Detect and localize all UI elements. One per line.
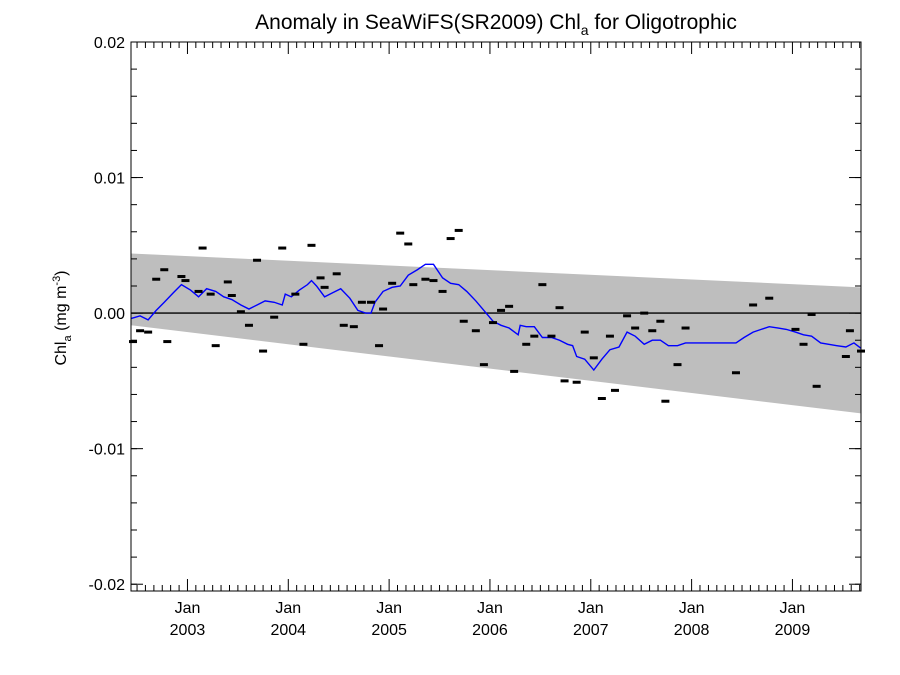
x-tick-month-1: Jan <box>275 600 301 617</box>
chart-title-prefix: Anomaly in SeaWiFS(SR2009) Chl <box>255 11 581 34</box>
y-axis-label-subscript: a <box>62 335 74 342</box>
chart-title: Anomaly in SeaWiFS(SR2009) Chla for Olig… <box>255 11 737 38</box>
x-tick-year-5: 2008 <box>674 622 710 639</box>
x-tick-month-3: Jan <box>477 600 503 617</box>
y-tick-label-4: -0.02 <box>89 577 126 594</box>
x-tick-year-6: 2009 <box>775 622 811 639</box>
plot-frame <box>130 41 862 592</box>
y-axis-label-prefix: Chl <box>53 342 70 366</box>
x-tick-year-1: 2004 <box>270 622 306 639</box>
x-tick-year-4: 2007 <box>573 622 609 639</box>
x-tick-month-5: Jan <box>679 600 705 617</box>
uncertainty-band <box>131 253 861 414</box>
x-tick-month-6: Jan <box>780 600 806 617</box>
y-axis-label-superscript: -3 <box>51 276 63 286</box>
y-axis-label-middle: (mg m <box>53 286 70 336</box>
y-tick-label-3: -0.01 <box>89 442 126 459</box>
x-tick-month-2: Jan <box>376 600 402 617</box>
anomaly-line <box>130 263 862 372</box>
y-tick-label-0: 0.02 <box>94 35 125 52</box>
y-axis-label: Chla (mg m-3) <box>51 270 74 365</box>
y-tick-label-2: 0.00 <box>94 306 125 323</box>
x-tick-month-0: Jan <box>175 600 201 617</box>
plot-area: 0.02 0.01 0.00 -0.01 -0.02 Jan 2003 Jan 2004 Jan 2… <box>89 35 865 639</box>
y-axis-label-suffix: ) <box>53 270 70 275</box>
x-tick-year-0: 2003 <box>170 622 206 639</box>
x-tick-month-4: Jan <box>578 600 604 617</box>
chart-title-suffix: for Oligotrophic <box>589 11 737 34</box>
x-tick-year-2: 2005 <box>371 622 407 639</box>
x-tick-year-3: 2006 <box>472 622 508 639</box>
y-tick-label-1: 0.01 <box>94 171 125 188</box>
chart-title-subscript: a <box>581 22 589 38</box>
